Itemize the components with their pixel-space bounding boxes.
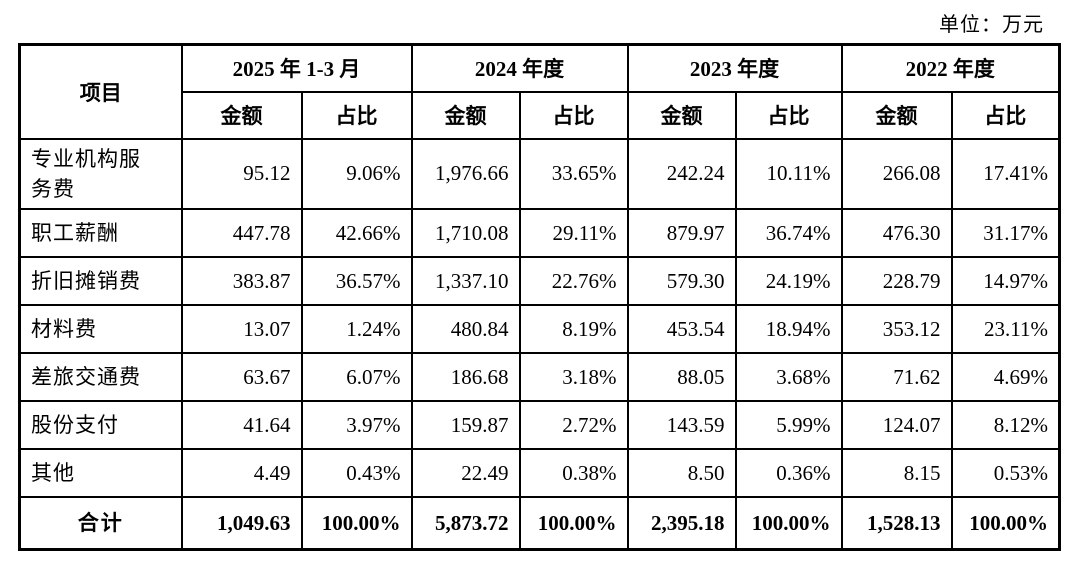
expense-table: 项目 2025 年 1-3 月 2024 年度 2023 年度 2022 年度 … — [18, 43, 1061, 551]
ratio-cell: 22.76% — [518, 256, 629, 307]
amount-cell: 95.12 — [180, 137, 303, 211]
table-row: 专业机构服务费 95.12 9.06% 1,976.66 33.65% 242.24 10.… — [18, 137, 1061, 211]
header-period-2025: 2025 年 1-3 月 — [180, 43, 413, 93]
unit-label: 单位：万元 — [939, 14, 1044, 36]
ratio-cell: 100.00% — [734, 496, 843, 551]
amount-cell: 353.12 — [840, 304, 953, 355]
amount-cell: 579.30 — [626, 256, 737, 307]
ratio-cell: 0.53% — [950, 448, 1061, 499]
amount-cell: 159.87 — [410, 400, 521, 451]
ratio-cell: 1.24% — [300, 304, 413, 355]
ratio-cell: 8.19% — [518, 304, 629, 355]
item-label: 折旧摊销费 — [18, 256, 183, 307]
amount-cell: 1,049.63 — [180, 496, 303, 551]
header-ratio-2023: 占比 — [734, 90, 843, 140]
amount-cell: 41.64 — [180, 400, 303, 451]
amount-cell: 4.49 — [180, 448, 303, 499]
ratio-cell: 31.17% — [950, 208, 1061, 259]
ratio-cell: 10.11% — [734, 137, 843, 211]
ratio-cell: 3.18% — [518, 352, 629, 403]
ratio-cell: 18.94% — [734, 304, 843, 355]
item-label: 材料费 — [18, 304, 183, 355]
total-row: 合计 1,049.63 100.00% 5,873.72 100.00% 2,395.18… — [18, 496, 1061, 551]
ratio-cell: 36.57% — [300, 256, 413, 307]
amount-cell: 879.97 — [626, 208, 737, 259]
ratio-cell: 29.11% — [518, 208, 629, 259]
header-amount-2022: 金额 — [840, 90, 953, 140]
amount-cell: 143.59 — [626, 400, 737, 451]
period-header-row: 项目 2025 年 1-3 月 2024 年度 2023 年度 2022 年度 — [18, 43, 1061, 140]
header-period-2022: 2022 年度 — [840, 43, 1061, 93]
ratio-cell: 4.69% — [950, 352, 1061, 403]
amount-cell: 1,710.08 — [410, 208, 521, 259]
amount-cell: 453.54 — [626, 304, 737, 355]
ratio-cell: 9.06% — [300, 137, 413, 211]
header-amount-2024: 金额 — [410, 90, 521, 140]
ratio-cell: 2.72% — [518, 400, 629, 451]
ratio-cell: 8.12% — [950, 400, 1061, 451]
amount-cell: 480.84 — [410, 304, 521, 355]
amount-cell: 1,337.10 — [410, 256, 521, 307]
amount-cell: 186.68 — [410, 352, 521, 403]
ratio-cell: 100.00% — [300, 496, 413, 551]
amount-cell: 71.62 — [840, 352, 953, 403]
amount-cell: 8.15 — [840, 448, 953, 499]
amount-cell: 228.79 — [840, 256, 953, 307]
amount-cell: 8.50 — [626, 448, 737, 499]
header-item: 项目 — [18, 43, 183, 140]
table-row: 差旅交通费 63.67 6.07% 186.68 3.18% 88.05 3.68% 71.6… — [18, 352, 1061, 403]
ratio-cell: 36.74% — [734, 208, 843, 259]
header-period-2024: 2024 年度 — [410, 43, 629, 93]
subheader-row: 金额 占比 金额 占比 金额 占比 金额 占比 — [20, 90, 1061, 140]
ratio-cell: 3.97% — [300, 400, 413, 451]
amount-cell: 1,528.13 — [840, 496, 953, 551]
ratio-cell: 100.00% — [950, 496, 1061, 551]
item-label: 职工薪酬 — [18, 208, 183, 259]
amount-cell: 447.78 — [180, 208, 303, 259]
table-row: 折旧摊销费 383.87 36.57% 1,337.10 22.76% 579.30 24.… — [18, 256, 1061, 307]
table-row: 股份支付 41.64 3.97% 159.87 2.72% 143.59 5.99% 124.… — [18, 400, 1061, 451]
amount-cell: 1,976.66 — [410, 137, 521, 211]
amount-cell: 5,873.72 — [410, 496, 521, 551]
item-label: 其他 — [18, 448, 183, 499]
item-label: 股份支付 — [18, 400, 183, 451]
amount-cell: 124.07 — [840, 400, 953, 451]
ratio-cell: 5.99% — [734, 400, 843, 451]
ratio-cell: 100.00% — [518, 496, 629, 551]
total-label: 合计 — [18, 496, 183, 551]
amount-cell: 13.07 — [180, 304, 303, 355]
header-ratio-2025: 占比 — [300, 90, 413, 140]
header-period-2023: 2023 年度 — [626, 43, 843, 93]
amount-cell: 383.87 — [180, 256, 303, 307]
header-amount-2025: 金额 — [180, 90, 303, 140]
ratio-cell: 24.19% — [734, 256, 843, 307]
header-ratio-2022: 占比 — [950, 90, 1061, 140]
ratio-cell: 0.38% — [518, 448, 629, 499]
ratio-cell: 33.65% — [518, 137, 629, 211]
amount-cell: 266.08 — [840, 137, 953, 211]
amount-cell: 63.67 — [180, 352, 303, 403]
item-label: 差旅交通费 — [18, 352, 183, 403]
ratio-cell: 23.11% — [950, 304, 1061, 355]
amount-cell: 22.49 — [410, 448, 521, 499]
table-row: 材料费 13.07 1.24% 480.84 8.19% 453.54 18.94% 353.… — [18, 304, 1061, 355]
ratio-cell: 42.66% — [300, 208, 413, 259]
header-ratio-2024: 占比 — [518, 90, 629, 140]
table-body: 专业机构服务费 95.12 9.06% 1,976.66 33.65% 242.24 10.… — [18, 137, 1061, 551]
amount-cell: 88.05 — [626, 352, 737, 403]
header-amount-2023: 金额 — [626, 90, 737, 140]
amount-cell: 242.24 — [626, 137, 737, 211]
ratio-cell: 0.43% — [300, 448, 413, 499]
ratio-cell: 0.36% — [734, 448, 843, 499]
table-row: 职工薪酬 447.78 42.66% 1,710.08 29.11% 879.97 36.7… — [18, 208, 1061, 259]
ratio-cell: 3.68% — [734, 352, 843, 403]
ratio-cell: 6.07% — [300, 352, 413, 403]
amount-cell: 476.30 — [840, 208, 953, 259]
table-row: 其他 4.49 0.43% 22.49 0.38% 8.50 0.36% 8.15 0.53% — [18, 448, 1061, 499]
item-label: 专业机构服务费 — [18, 137, 183, 211]
ratio-cell: 14.97% — [950, 256, 1061, 307]
ratio-cell: 17.41% — [950, 137, 1061, 211]
amount-cell: 2,395.18 — [626, 496, 737, 551]
